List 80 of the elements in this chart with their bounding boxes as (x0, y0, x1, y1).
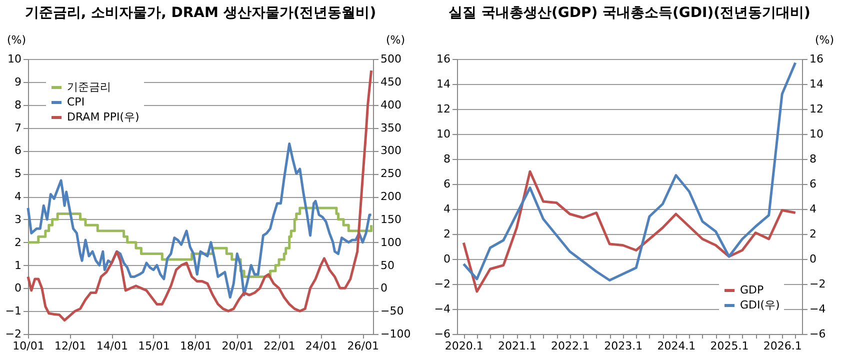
y-tick-label: 9 (14, 75, 22, 88)
y-tick-label: −4 (434, 302, 450, 316)
chart-title: 기준금리, 소비자물가, DRAM 생산자물가(전년동월비) (24, 5, 376, 21)
y2-tick-label: −6 (810, 328, 826, 340)
x-tick-label: 10/01 (12, 340, 44, 352)
y-tick-label: 12 (436, 102, 450, 116)
y2-tick-label: 6 (810, 178, 816, 190)
y2-tick-label: 200 (380, 190, 402, 203)
y2-tick-label: 150 (380, 212, 402, 226)
y-tick-label: 8 (444, 152, 450, 166)
legend-label: 기준금리 (67, 80, 111, 94)
y2-tick-label: −50 (380, 304, 404, 318)
x-tick-label: 2020.1 (444, 340, 484, 352)
y2-tick-label: 500 (380, 52, 402, 66)
y2-tick-label: 8 (810, 152, 816, 166)
legend-label: GDI(우) (740, 298, 780, 312)
x-tick-label: 22/01 (264, 340, 296, 352)
y-tick-label: 6 (14, 144, 22, 158)
y2-tick-label: 250 (380, 167, 402, 180)
y-tick-label: 10 (8, 52, 22, 66)
y-axis-title: (%) (6, 34, 26, 46)
line-series (462, 62, 797, 282)
y2-tick-label: 16 (810, 52, 824, 66)
y2-tick-label: 14 (810, 78, 824, 90)
y2-tick-label: 50 (380, 258, 394, 272)
y2-tick-label: 350 (380, 121, 402, 134)
y2-tick-label: 2 (810, 228, 816, 240)
y2-tick-label: 100 (380, 236, 402, 249)
x-tick-label: 20/01 (222, 340, 254, 352)
y-tick-label: 2 (444, 228, 450, 240)
x-tick-label: 2022.1 (551, 340, 590, 352)
y-tick-label: 5 (14, 167, 22, 180)
y-tick-label: 10 (436, 128, 450, 140)
x-tick-label: 26/01 (347, 340, 379, 352)
y2-tick-label: 450 (380, 75, 402, 88)
y-tick-label: 4 (14, 190, 22, 203)
x-tick-label: 2024.1 (657, 340, 696, 352)
y2-tick-label: 300 (380, 144, 402, 158)
y-tick-label: −2 (5, 328, 22, 340)
y2-tick-label: 10 (810, 128, 824, 140)
x-tick-label: 24/01 (305, 340, 338, 352)
line-series (26, 69, 373, 322)
x-tick-label: 12/01 (54, 340, 86, 352)
chart-title: 실질 국내총생산(GDP) 국내총소득(GDI)(전년동기대비) (448, 5, 810, 21)
y2-tick-label: 12 (810, 102, 824, 116)
y2-axis-title: (%) (386, 34, 406, 46)
y-tick-label: 0 (14, 282, 22, 295)
y2-tick-label: 400 (380, 98, 402, 112)
x-tick-label: 2021.1 (498, 340, 536, 352)
y-tick-label: 1 (14, 258, 22, 272)
y-tick-label: −1 (5, 304, 22, 318)
legend-label: GDP (740, 284, 764, 296)
x-tick-label: 18/01 (180, 340, 212, 352)
y-tick-label: 6 (444, 178, 450, 190)
y-tick-label: 4 (444, 202, 450, 216)
y2-tick-label: −2 (810, 278, 826, 290)
x-tick-label: 2025.1 (710, 340, 749, 352)
line-series (462, 170, 797, 293)
y-tick-label: 16 (436, 52, 450, 66)
x-tick-label: 2023.1 (604, 340, 643, 352)
x-tick-label: 2026.1 (763, 340, 802, 352)
legend-label: CPI (67, 96, 85, 108)
y-tick-label: −2 (434, 278, 450, 290)
y-tick-label: 3 (14, 212, 22, 226)
y-tick-label: 7 (14, 121, 22, 134)
x-tick-label: 15/01 (138, 340, 170, 352)
y2-tick-label: −100 (380, 328, 411, 340)
y2-axis-title: (%) (814, 34, 834, 46)
y-tick-label: 14 (436, 78, 450, 90)
y-tick-label: 2 (14, 236, 22, 249)
y2-tick-label: 0 (380, 282, 388, 295)
x-tick-label: 14/01 (96, 340, 128, 352)
y-tick-label: 8 (14, 98, 22, 112)
line-series (26, 142, 373, 299)
y2-tick-label: 0 (810, 252, 816, 266)
y-tick-label: −6 (434, 328, 450, 340)
y-tick-label: 0 (444, 252, 450, 266)
legend-label: DRAM PPI(우) (67, 110, 140, 124)
y2-tick-label: 4 (810, 202, 816, 216)
y2-tick-label: −4 (810, 302, 826, 316)
